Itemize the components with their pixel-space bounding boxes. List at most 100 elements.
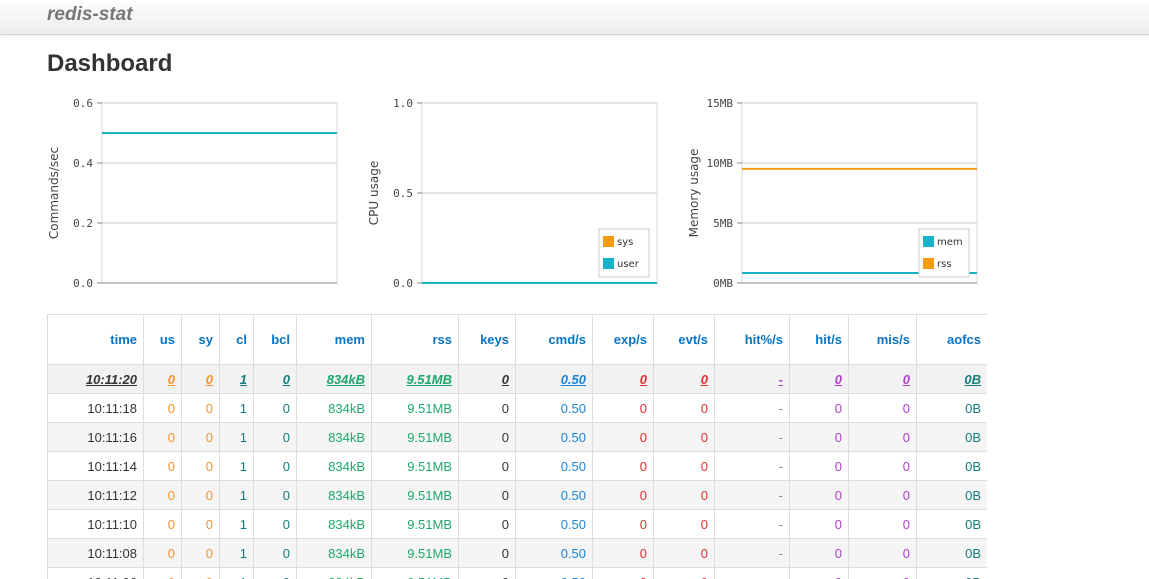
cell-cl: 1 [219, 364, 254, 394]
cell-hitpct: - [714, 480, 790, 510]
cell-mis: 0 [848, 509, 917, 539]
y-axis-label: Memory usage [687, 149, 701, 238]
cell-exp: 0 [592, 393, 654, 423]
cell-rss: 9.51MB [371, 567, 459, 579]
y-tick-label: 15MB [707, 97, 734, 110]
cell-hit: 0 [789, 480, 849, 510]
cell-exp: 0 [592, 480, 654, 510]
cell-keys: 0 [458, 422, 516, 452]
cell-time: 10:11:12 [47, 480, 144, 510]
cell-sy: 0 [181, 509, 220, 539]
cell-keys: 0 [458, 538, 516, 568]
column-header-aofcs: aofcs [916, 314, 987, 365]
cell-bcl: 0 [253, 480, 297, 510]
cell-rss: 9.51MB [371, 422, 459, 452]
cell-exp: 0 [592, 538, 654, 568]
table-row: 10:11:18 0 0 1 0 834kB 9.51MB 0 0.50 0 0-0 0 0B [47, 393, 987, 423]
cell-us: 0 [143, 422, 182, 452]
cell-cmd: 0.50 [515, 509, 593, 539]
cell-us: 0 [143, 509, 182, 539]
cell-us: 0 [143, 451, 182, 481]
cell-aofcs: 0B [916, 451, 987, 481]
legend-label-sys: sys [617, 237, 633, 248]
cell-cmd: 0.50 [515, 422, 593, 452]
cell-hitpct: - [714, 509, 790, 539]
cell-hit: 0 [789, 509, 849, 539]
cell-evt: 0 [653, 451, 715, 481]
cell-aofcs: 0B [916, 480, 987, 510]
y-axis-label: CPU usage [367, 161, 381, 225]
cell-exp: 0 [592, 451, 654, 481]
cell-evt: 0 [653, 480, 715, 510]
cell-hit: 0 [789, 538, 849, 568]
y-tick-label: 0.6 [73, 97, 93, 110]
cell-keys: 0 [458, 393, 516, 423]
column-header-sy: sy [181, 314, 220, 365]
cell-cl: 1 [219, 567, 254, 579]
y-axis-label: Commands/sec [47, 147, 61, 239]
cell-sy: 0 [181, 451, 220, 481]
y-tick-label: 5MB [713, 217, 733, 230]
cell-cmd: 0.50 [515, 480, 593, 510]
cell-mis: 0 [848, 393, 917, 423]
chart-cpu-usage: 0.0 0.5 1.0 CPU usage sys user [367, 97, 658, 290]
cell-time: 10:11:16 [47, 422, 144, 452]
cell-bcl: 0 [253, 538, 297, 568]
cell-cmd: 0.50 [515, 364, 593, 394]
cell-time: 10:11:08 [47, 538, 144, 568]
cell-evt: 0 [653, 538, 715, 568]
cell-time: 10:11:06 [47, 567, 144, 579]
cell-time: 10:11:14 [47, 451, 144, 481]
cell-rss: 9.51MB [371, 480, 459, 510]
column-header-evt: evt/s [653, 314, 715, 365]
cell-us: 0 [143, 393, 182, 423]
cell-keys: 0 [458, 451, 516, 481]
cell-aofcs: 0B [916, 364, 987, 394]
cell-hitpct: - [714, 567, 790, 579]
cell-sy: 0 [181, 538, 220, 568]
brand-link[interactable]: redis-stat [47, 4, 133, 25]
cell-exp: 0 [592, 422, 654, 452]
cell-hitpct: - [714, 422, 790, 452]
cell-rss: 9.51MB [371, 393, 459, 423]
cell-cl: 1 [219, 422, 254, 452]
cell-aofcs: 0B [916, 567, 987, 579]
column-header-hitpct: hit%/s [714, 314, 790, 365]
cell-bcl: 0 [253, 567, 297, 579]
cell-time: 10:11:18 [47, 393, 144, 423]
table-row: 10:11:10 0 0 1 0 834kB 9.51MB 0 0.50 0 0-0 0 0B [47, 509, 987, 539]
cell-cl: 1 [219, 393, 254, 423]
column-header-time: time [47, 314, 144, 365]
stats-table-container[interactable]: time us sy cl bcl mem rss keys cmd/s exp/s evt/s hi… [47, 314, 987, 579]
cell-exp: 0 [592, 364, 654, 394]
cell-mis: 0 [848, 451, 917, 481]
table-row-current: 10:11:20 0 0 1 0 834kB 9.51MB 0 0.50 0 0-0 0 0B [47, 364, 987, 394]
column-header-mis: mis/s [848, 314, 917, 365]
cell-mem: 834kB [296, 364, 372, 394]
table-header-row: time us sy cl bcl mem rss keys cmd/s exp/s evt/s hi… [47, 314, 987, 365]
column-header-rss: rss [371, 314, 459, 365]
y-tick-label: 10MB [707, 157, 734, 170]
cell-hit: 0 [789, 451, 849, 481]
cell-hitpct: - [714, 364, 790, 394]
cell-mem: 834kB [296, 509, 372, 539]
cell-hitpct: - [714, 538, 790, 568]
legend-label-rss: rss [937, 259, 952, 270]
cell-evt: 0 [653, 364, 715, 394]
cell-us: 0 [143, 480, 182, 510]
cell-evt: 0 [653, 509, 715, 539]
table-row: 10:11:12 0 0 1 0 834kB 9.51MB 0 0.50 0 0-0 0 0B [47, 480, 987, 510]
cell-keys: 0 [458, 509, 516, 539]
cell-sy: 0 [181, 422, 220, 452]
column-header-bcl: bcl [253, 314, 297, 365]
cell-us: 0 [143, 567, 182, 579]
column-header-hit: hit/s [789, 314, 849, 365]
cell-rss: 9.51MB [371, 538, 459, 568]
cell-hit: 0 [789, 422, 849, 452]
cell-cmd: 0.50 [515, 451, 593, 481]
cell-bcl: 0 [253, 422, 297, 452]
y-tick-label: 0MB [713, 277, 733, 290]
cell-us: 0 [143, 364, 182, 394]
column-header-cl: cl [219, 314, 254, 365]
